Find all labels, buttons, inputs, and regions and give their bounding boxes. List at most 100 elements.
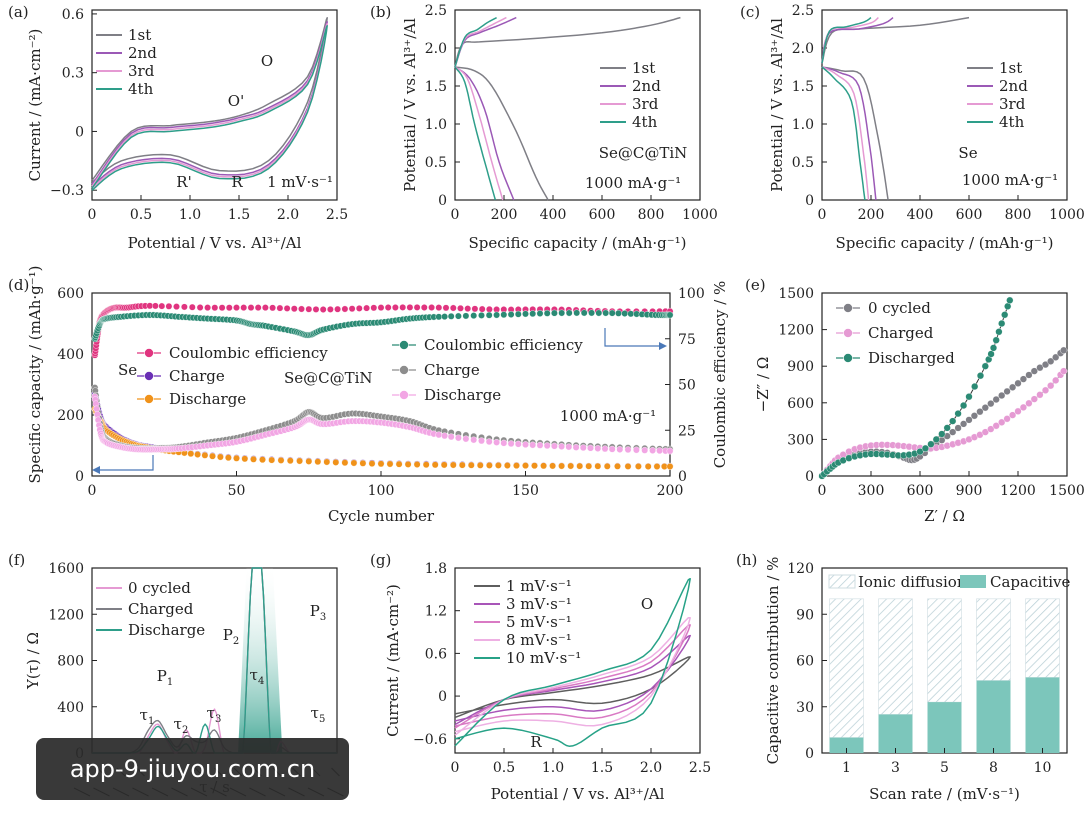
panel-d-point-Se Coulombic efficiency [326, 305, 334, 313]
panel-g-ylabel: Current / (mA·cm⁻²) [384, 584, 402, 737]
panel-d-point-Se@C@TiN Discharge [462, 435, 470, 443]
panel-d-point-Se@C@TiN Coulombic efficiency [595, 309, 603, 317]
panel-d-point-Se Discharge [286, 457, 294, 465]
panel-d-point-Se Coulombic efficiency [165, 302, 173, 310]
panel-d-point-Se@C@TiN Coulombic efficiency [454, 312, 462, 320]
panel-d-point-Se@C@TiN Discharge [485, 438, 493, 446]
panel-e-point-Discharged [943, 424, 951, 432]
panel-d-point-Se@C@TiN Discharge [514, 440, 522, 448]
panel-b-y-tick-label: 0.5 [425, 155, 447, 171]
panel-d-point-Se@C@TiN Coulombic efficiency [441, 313, 448, 320]
panel-d-point-Se@C@TiN Coulombic efficiency [536, 310, 544, 317]
panel-d-point-Se@C@TiN Discharge [608, 445, 616, 453]
panel-c-annot-rate: 1000 mA·g⁻¹ [962, 171, 1058, 189]
panel-h-bar-capacitive-1 [829, 737, 864, 753]
panel-e-point-0 cycled [998, 391, 1006, 400]
panel-d-point-Se Discharge [201, 451, 209, 459]
panel-d-point-Se Coulombic efficiency [464, 305, 472, 312]
panel-d-point-Se@C@TiN Discharge [493, 438, 500, 446]
panel-c-charge-4th [821, 16, 872, 64]
panel-d-legend-se-title: Se [118, 361, 137, 379]
panel-g-series-3 mV·s⁻¹ [454, 634, 691, 726]
panel-d-point-Se Discharge [404, 460, 412, 468]
panel-d-point-Se Coulombic efficiency [196, 304, 204, 311]
panel-e-y-tick-label: 1200 [778, 323, 814, 339]
panel-d-point-Se@C@TiN Discharge [666, 447, 674, 455]
watermark: app-9-jiuyou.com.cn [36, 738, 349, 800]
panel-a-y-tick-label: 0 [75, 124, 84, 140]
panel-d-point-Se Coulombic efficiency [442, 304, 450, 312]
panel-d-point-Se@C@TiN Discharge [616, 446, 624, 453]
panel-d-point-Se@C@TiN Coulombic efficiency [573, 309, 581, 317]
panel-d-point-Se@C@TiN Coulombic efficiency [522, 310, 529, 318]
panel-d-arrowhead-right [659, 342, 667, 350]
panel-d-point-Se Discharge [194, 451, 202, 458]
panel-d-legend-tin-Charge-swatch [399, 365, 409, 375]
panel-d-point-Se Coulombic efficiency [173, 303, 180, 310]
panel-d-point-Se Discharge [314, 458, 322, 466]
panel-d-point-Se Coulombic efficiency [348, 305, 356, 313]
panel-a-x-tick-label: 2.0 [277, 207, 299, 223]
panel-e-point-0 cycled [949, 428, 957, 436]
panel-b-ylabel: Potential / V vs. Al³⁺/Al [401, 18, 419, 192]
panel-d-point-Se Discharge [594, 462, 602, 470]
panel-d-point-Se Discharge [250, 455, 257, 463]
panel-e-point-0 cycled [965, 416, 973, 424]
panel-b-annot-rate: 1000 mA·g⁻¹ [585, 174, 681, 192]
panel-e-point-Charged [1014, 407, 1022, 415]
panel-h-bar-capacitive-5 [927, 702, 962, 753]
panel-a-ylabel: Current / (mA·cm⁻²) [26, 29, 44, 182]
panel-d-point-Se Coulombic efficiency [225, 304, 233, 312]
panel-b-discharge-1st [454, 66, 549, 201]
panel-d-point-Se@C@TiN Discharge [500, 439, 508, 447]
panel-d-point-Se@C@TiN Coulombic efficiency [543, 309, 551, 317]
panel-g-legend-5 mV·s⁻¹: 5 mV·s⁻¹ [506, 613, 572, 631]
panel-b-legend-3rd: 3rd [632, 95, 659, 113]
panel-f-y-tick-label: 1200 [48, 607, 84, 623]
panel-h-x-tick-label: 1 [842, 760, 851, 776]
panel-d-point-Se Discharge [635, 462, 642, 470]
panel-d-xlabel: Cycle number [328, 507, 435, 525]
panel-c-x-tick-label: 1000 [1049, 207, 1085, 223]
panel-g-y-tick-label: 0 [438, 689, 447, 705]
panel-d-point-Se Discharge [513, 462, 520, 469]
panel-d-point-Se Discharge [296, 457, 303, 465]
panel-g-legend-8 mV·s⁻¹: 8 mV·s⁻¹ [506, 631, 572, 649]
panel-h-x-tick-label: 8 [989, 760, 998, 776]
panel-d-point-Se Coulombic efficiency [298, 305, 305, 313]
panel-d-point-Se@C@TiN Coulombic efficiency [462, 312, 470, 320]
panel-g-x-tick-label: 1.5 [591, 760, 613, 776]
panel-e-point-0 cycled [1030, 367, 1038, 375]
panel-b-y-tick-label: 1.5 [425, 79, 447, 95]
panel-d-arrow-left [98, 455, 154, 471]
panel-g-x-tick-label: 0.5 [493, 760, 515, 776]
panel-e-point-0 cycled [1008, 383, 1017, 391]
panel-g-frame [454, 567, 701, 754]
panel-b-y-tick-label: 2.0 [425, 41, 447, 57]
panel-h-bar-ionic-10 [1025, 598, 1060, 678]
panel-d-point-Se Coulombic efficiency [384, 304, 392, 311]
panel-a-annot-O-prime: O' [228, 92, 244, 110]
panel-a-annot-O: O [261, 52, 273, 70]
panel-e-point-0 cycled [976, 408, 984, 416]
panel-d-ylabel: Specific capacity / (mAh·g⁻¹) [26, 265, 44, 483]
panel-d-point-Se@C@TiN Discharge [536, 441, 544, 449]
panel-b-charge-4th [454, 16, 497, 68]
panel-d-point-Se Discharge [341, 459, 349, 467]
panel-a-xlabel: Potential / V vs. Al³⁺/Al [128, 234, 302, 252]
panel-d-point-Se Discharge [323, 458, 331, 466]
panel-c-y-tick-label: 1.0 [792, 117, 814, 133]
panel-d-legend-se-Coulombic efficiency: Coulombic efficiency [169, 344, 328, 362]
panel-e-point-Charged [998, 418, 1006, 426]
panel-d-point-Se Discharge [476, 461, 484, 469]
panel-e-point-Discharged [965, 393, 973, 401]
panel-g-legend-1 mV·s⁻¹: 1 mV·s⁻¹ [506, 577, 572, 595]
panel-d-point-Se Discharge [224, 454, 232, 462]
panel-f-annot-tau1: τ1 [140, 706, 155, 727]
panel-h-legend-ionic-swatch [828, 574, 856, 589]
panel-b-x-tick-label: 200 [491, 207, 518, 223]
panel-d-y-tick-label: 0 [75, 469, 84, 485]
panel-b-x-tick-label: 1000 [682, 207, 718, 223]
panel-a-legend-3rd: 3rd [128, 62, 155, 80]
panel-f-annot-tau3: τ3 [207, 704, 222, 725]
